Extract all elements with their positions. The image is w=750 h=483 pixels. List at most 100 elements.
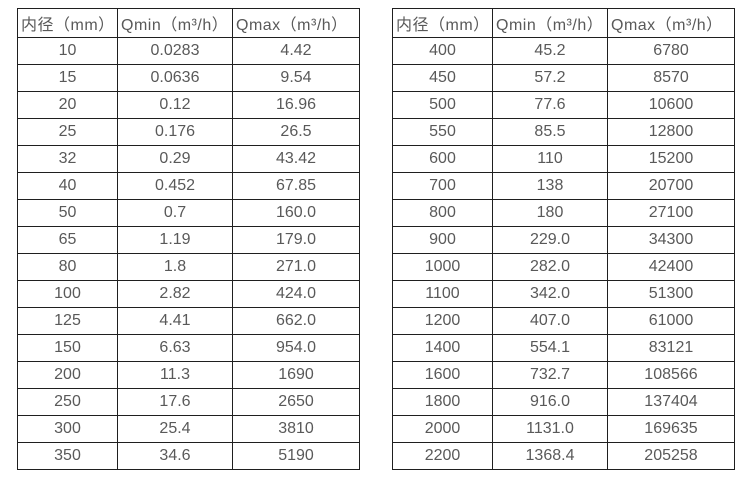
table-cell: 662.0 [232, 307, 360, 335]
table-cell: 500 [392, 91, 493, 119]
table-row: 1000 282.0 42400 [392, 253, 735, 281]
table-cell: 250 [17, 388, 118, 416]
table-row: 100 2.82 424.0 [17, 280, 360, 308]
table-cell: 50 [17, 199, 118, 227]
column-header-qmax: Qmax（m³/h） [607, 8, 735, 38]
flow-table-large-diameters: 内径（mm） Qmin（m³/h） Qmax（m³/h） 400 45.2 6780… [392, 8, 735, 470]
table-cell: 2200 [392, 442, 493, 470]
table-cell: 407.0 [492, 307, 608, 335]
table-row: 600 110 15200 [392, 145, 735, 173]
table-cell: 900 [392, 226, 493, 254]
table-row: 20 0.12 16.96 [17, 91, 360, 119]
table-cell: 1.19 [117, 226, 233, 254]
column-header-qmin: Qmin（m³/h） [117, 8, 233, 38]
table-row: 40 0.452 67.85 [17, 172, 360, 200]
table-row: 32 0.29 43.42 [17, 145, 360, 173]
table-cell: 42400 [607, 253, 735, 281]
table-cell: 342.0 [492, 280, 608, 308]
table-cell: 11.3 [117, 361, 233, 389]
table-cell: 4.42 [232, 37, 360, 65]
table-cell: 138 [492, 172, 608, 200]
table-cell: 916.0 [492, 388, 608, 416]
table-row: 300 25.4 3810 [17, 415, 360, 443]
table-row: 450 57.2 8570 [392, 64, 735, 92]
table-cell: 1600 [392, 361, 493, 389]
table-cell: 10 [17, 37, 118, 65]
table-row: 15 0.0636 9.54 [17, 64, 360, 92]
table-cell: 20 [17, 91, 118, 119]
flow-table-small-diameters: 内径（mm） Qmin（m³/h） Qmax（m³/h） 10 0.0283 4.4… [17, 8, 360, 470]
table-cell: 67.85 [232, 172, 360, 200]
table-row: 150 6.63 954.0 [17, 334, 360, 362]
table-cell: 0.0636 [117, 64, 233, 92]
table-cell: 27100 [607, 199, 735, 227]
table-cell: 300 [17, 415, 118, 443]
column-header-qmax: Qmax（m³/h） [232, 8, 360, 38]
table-cell: 137404 [607, 388, 735, 416]
table-header-row: 内径（mm） Qmin（m³/h） Qmax（m³/h） [392, 8, 735, 38]
table-cell: 26.5 [232, 118, 360, 146]
table-cell: 350 [17, 442, 118, 470]
table-cell: 2.82 [117, 280, 233, 308]
table-cell: 554.1 [492, 334, 608, 362]
column-header-diameter: 内径（mm） [17, 8, 118, 38]
table-cell: 57.2 [492, 64, 608, 92]
table-cell: 0.0283 [117, 37, 233, 65]
table-cell: 0.12 [117, 91, 233, 119]
table-cell: 200 [17, 361, 118, 389]
table-row: 200 11.3 1690 [17, 361, 360, 389]
table-row: 10 0.0283 4.42 [17, 37, 360, 65]
table-header-row: 内径（mm） Qmin（m³/h） Qmax（m³/h） [17, 8, 360, 38]
table-cell: 1000 [392, 253, 493, 281]
table-cell: 179.0 [232, 226, 360, 254]
table-row: 2000 1131.0 169635 [392, 415, 735, 443]
table-cell: 424.0 [232, 280, 360, 308]
table-cell: 25.4 [117, 415, 233, 443]
table-cell: 1200 [392, 307, 493, 335]
column-header-qmin: Qmin（m³/h） [492, 8, 608, 38]
table-cell: 2650 [232, 388, 360, 416]
table-cell: 83121 [607, 334, 735, 362]
table-row: 50 0.7 160.0 [17, 199, 360, 227]
table-cell: 2000 [392, 415, 493, 443]
table-cell: 25 [17, 118, 118, 146]
table-row: 125 4.41 662.0 [17, 307, 360, 335]
table-row: 1100 342.0 51300 [392, 280, 735, 308]
table-cell: 600 [392, 145, 493, 173]
table-cell: 1131.0 [492, 415, 608, 443]
table-cell: 1.8 [117, 253, 233, 281]
table-row: 350 34.6 5190 [17, 442, 360, 470]
table-cell: 400 [392, 37, 493, 65]
table-cell: 1800 [392, 388, 493, 416]
table-cell: 0.7 [117, 199, 233, 227]
table-cell: 43.42 [232, 145, 360, 173]
table-cell: 16.96 [232, 91, 360, 119]
table-cell: 205258 [607, 442, 735, 470]
table-cell: 40 [17, 172, 118, 200]
table-cell: 450 [392, 64, 493, 92]
table-cell: 550 [392, 118, 493, 146]
table-cell: 169635 [607, 415, 735, 443]
table-cell: 51300 [607, 280, 735, 308]
table-cell: 65 [17, 226, 118, 254]
table-cell: 85.5 [492, 118, 608, 146]
table-cell: 1368.4 [492, 442, 608, 470]
table-cell: 800 [392, 199, 493, 227]
table-cell: 15 [17, 64, 118, 92]
table-cell: 6780 [607, 37, 735, 65]
table-cell: 12800 [607, 118, 735, 146]
table-cell: 0.452 [117, 172, 233, 200]
table-cell: 9.54 [232, 64, 360, 92]
table-cell: 17.6 [117, 388, 233, 416]
table-cell: 10600 [607, 91, 735, 119]
table-cell: 954.0 [232, 334, 360, 362]
table-row: 1600 732.7 108566 [392, 361, 735, 389]
table-cell: 732.7 [492, 361, 608, 389]
table-cell: 61000 [607, 307, 735, 335]
table-cell: 125 [17, 307, 118, 335]
table-row: 2200 1368.4 205258 [392, 442, 735, 470]
table-row: 1800 916.0 137404 [392, 388, 735, 416]
table-cell: 1100 [392, 280, 493, 308]
table-cell: 45.2 [492, 37, 608, 65]
table-cell: 110 [492, 145, 608, 173]
